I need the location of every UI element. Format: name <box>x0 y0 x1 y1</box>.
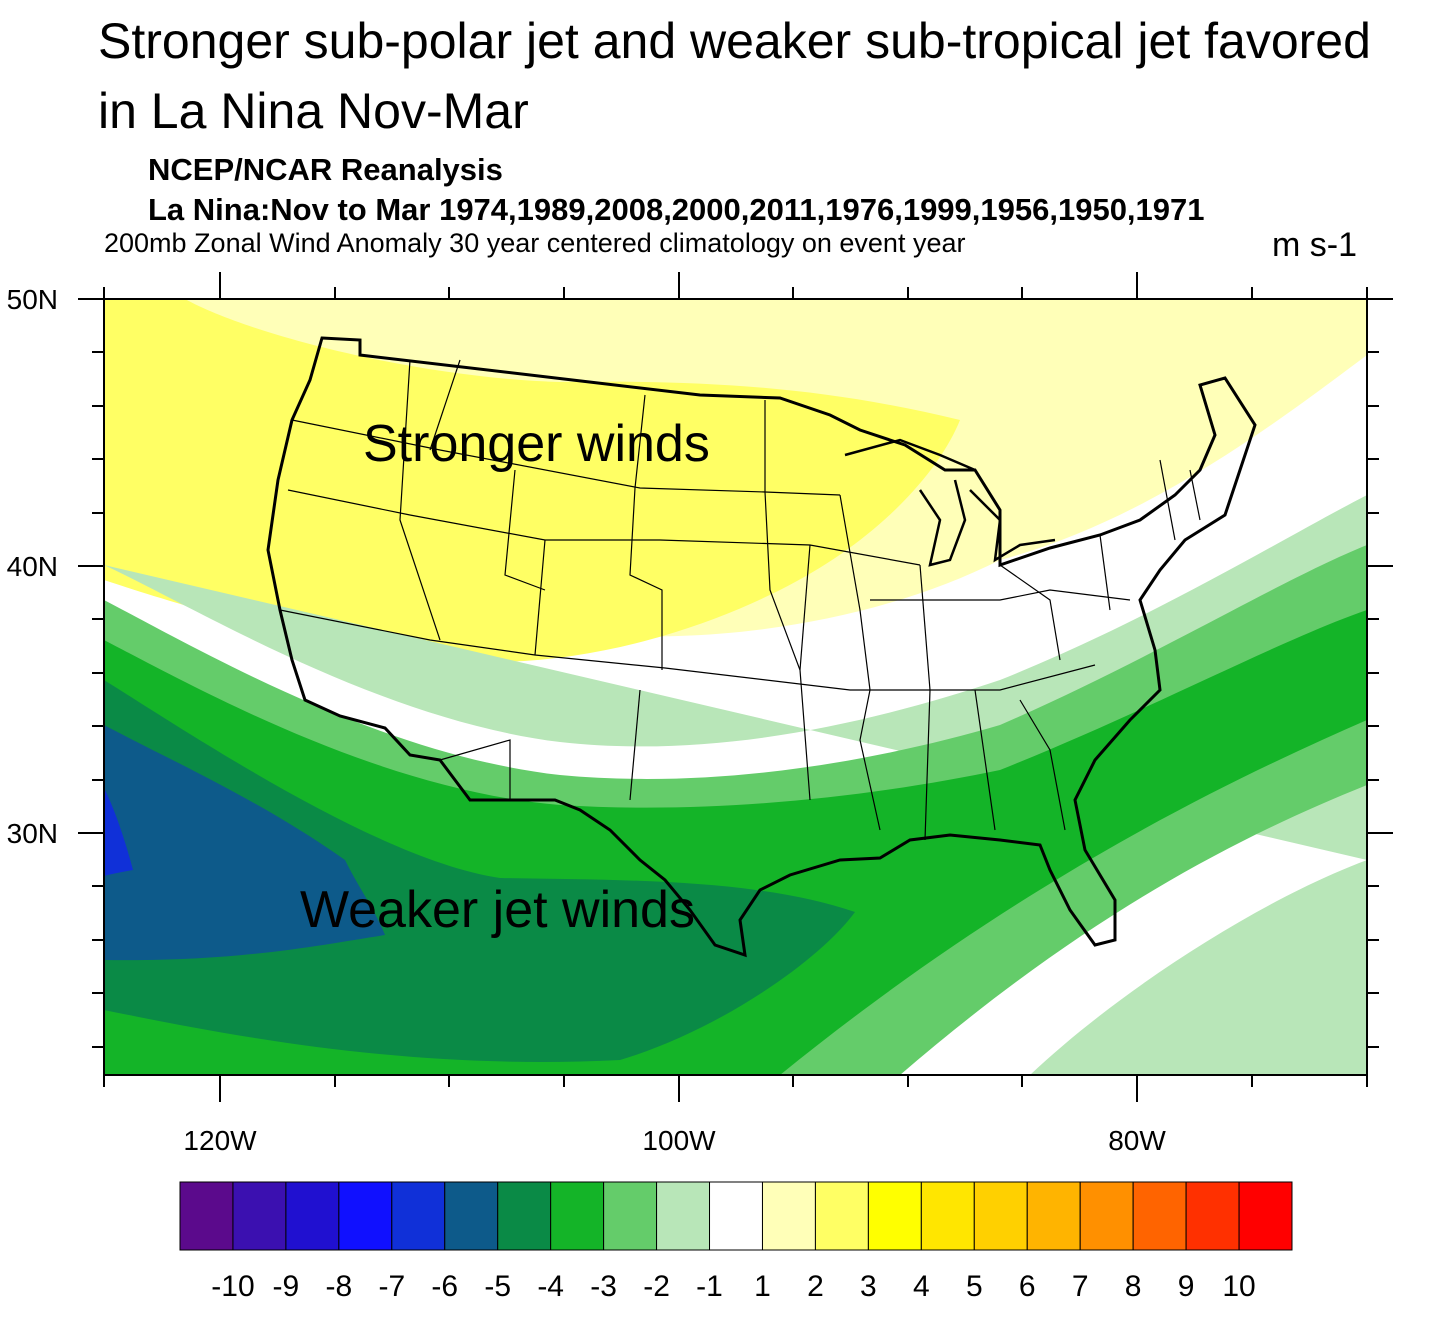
lat-label-30n: 30N <box>7 818 58 849</box>
us-outline <box>266 336 1257 958</box>
colorbar-label: -4 <box>537 1270 564 1303</box>
great-lakes <box>844 438 1056 567</box>
subtitle-variable: 200mb Zonal Wind Anomaly 30 year centere… <box>104 228 966 258</box>
colorbar-box <box>920 1181 975 1251</box>
contour-neg1 <box>104 495 1367 1075</box>
colorbar-label: -2 <box>643 1270 670 1303</box>
colorbar-box <box>656 1181 711 1251</box>
colorbar-box <box>550 1181 605 1251</box>
anomaly-field <box>104 299 1367 1075</box>
colorbar-label: 2 <box>807 1270 824 1303</box>
colorbar-label: 8 <box>1125 1270 1142 1303</box>
contour-neg4 <box>104 680 855 1062</box>
lon-label-100w: 100W <box>642 1125 716 1156</box>
contour-neg6 <box>104 788 133 876</box>
colorbar-label: -9 <box>273 1270 300 1303</box>
colorbar-box <box>973 1181 1028 1251</box>
map-title: Stronger sub-polar jet and weaker sub-tr… <box>98 13 1371 139</box>
units-label: m s-1 <box>1272 226 1357 264</box>
colorbar-label: -8 <box>326 1270 353 1303</box>
lat-label-50n: 50N <box>7 284 58 315</box>
annotation-stronger-winds: Stronger winds <box>363 415 710 473</box>
colorbar-label: 9 <box>1178 1270 1195 1303</box>
colorbar <box>179 1181 1293 1251</box>
colorbar-box <box>603 1181 658 1251</box>
colorbar-label: 3 <box>860 1270 877 1303</box>
colorbar-box <box>285 1181 340 1251</box>
colorbar-label: 1 <box>754 1270 771 1303</box>
colorbar-box <box>761 1181 816 1251</box>
subtitle-source: NCEP/NCAR Reanalysis <box>148 152 503 187</box>
colorbar-box <box>867 1181 922 1251</box>
map-frame <box>103 298 1368 1076</box>
lon-label-80w: 80W <box>1108 1125 1166 1156</box>
colorbar-label: -10 <box>211 1270 254 1303</box>
colorbar-box <box>232 1181 287 1251</box>
contour-pos2 <box>104 299 960 662</box>
colorbar-label: -7 <box>378 1270 405 1303</box>
colorbar-box <box>497 1181 552 1251</box>
colorbar-box <box>1185 1181 1240 1251</box>
colorbar-label: -3 <box>590 1270 617 1303</box>
colorbar-label: 4 <box>913 1270 930 1303</box>
colorbar-box <box>814 1181 869 1251</box>
colorbar-label: -6 <box>431 1270 458 1303</box>
colorbar-label: 6 <box>1019 1270 1036 1303</box>
coastline-and-borders <box>266 336 1257 958</box>
lat-label-40n: 40N <box>7 551 58 582</box>
colorbar-label: -5 <box>484 1270 511 1303</box>
colorbar-box <box>338 1181 393 1251</box>
colorbar-label: 5 <box>966 1270 983 1303</box>
state-lines <box>279 359 1201 841</box>
colorbar-box <box>1079 1181 1134 1251</box>
axis-ticks <box>78 272 1393 1102</box>
colorbar-box <box>1026 1181 1081 1251</box>
colorbar-label: 10 <box>1222 1270 1255 1303</box>
annotation-weaker-jet-winds: Weaker jet winds <box>300 881 695 939</box>
subtitle-years: La Nina:Nov to Mar 1974,1989,2008,2000,2… <box>148 192 1205 227</box>
colorbar-box <box>444 1181 499 1251</box>
colorbar-box <box>709 1181 763 1251</box>
colorbar-label: -1 <box>696 1270 723 1303</box>
colorbar-box <box>1238 1181 1293 1251</box>
colorbar-labels: -10 -9 -8 -7 -6 -5 -4 -3 -2 -1 1 2 3 4 5 6 7 8 9 10 <box>211 1270 1255 1303</box>
colorbar-label: 7 <box>1072 1270 1089 1303</box>
colorbar-box <box>1132 1181 1187 1251</box>
contour-neg5 <box>104 725 385 961</box>
lon-label-120w: 120W <box>183 1125 257 1156</box>
colorbar-box <box>179 1181 234 1251</box>
colorbar-box <box>391 1181 446 1251</box>
